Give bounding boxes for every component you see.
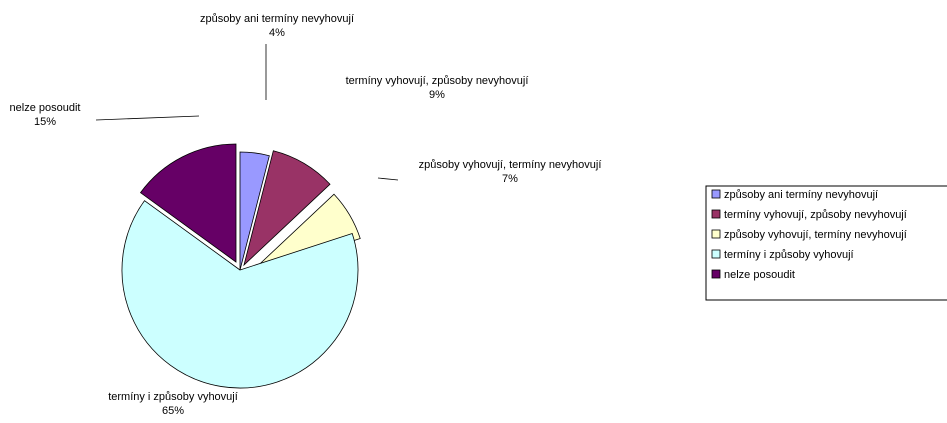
legend-frame [705, 185, 947, 301]
slice-label-1: způsoby ani termíny nevyhovují [200, 13, 354, 25]
slice-label-2: termíny vyhovují, způsoby nevyhovují [346, 75, 529, 87]
pie-slice-3 [247, 193, 361, 276]
legend-swatch-5 [711, 269, 721, 279]
slice-percent-5: 15% [34, 116, 56, 128]
slice-label-5: nelze posoudit [10, 102, 81, 114]
legend-swatch-4 [711, 249, 721, 259]
legend: způsoby ani termíny nevyhovují termíny vy… [705, 185, 947, 301]
slice-label-4: termíny i způsoby vyhovují [108, 391, 238, 403]
pie-slice-2 [243, 150, 331, 267]
legend-swatch-1 [711, 189, 721, 199]
legend-label-3: způsoby vyhovují, termíny nevyhovují [724, 229, 907, 241]
legend-swatch-2 [711, 209, 721, 219]
slice-labels: způsoby ani termíny nevyhovují 4% termíny … [10, 13, 602, 417]
slice-percent-1: 4% [269, 27, 285, 39]
leader-lines [95, 44, 399, 181]
slice-percent-3: 7% [502, 173, 518, 185]
legend-label-2: termíny vyhovují, způsoby nevyhovují [724, 209, 907, 221]
pie-slice-4 [121, 200, 359, 389]
slice-percent-4: 65% [162, 405, 184, 417]
legend-label-4: termíny i způsoby vyhovují [724, 249, 854, 261]
slice-percent-2: 9% [429, 89, 445, 101]
pie-slices [121, 143, 361, 389]
leader-line-5 [95, 115, 200, 121]
legend-label-5: nelze posoudit [724, 269, 795, 281]
legend-label-1: způsoby ani termíny nevyhovují [724, 189, 878, 201]
pie-slice-1 [239, 151, 270, 271]
slice-label-3: způsoby vyhovují, termíny nevyhovují [419, 159, 602, 171]
leader-line-3 [377, 177, 399, 181]
legend-swatch-3 [711, 229, 721, 239]
pie-slice-5 [139, 143, 237, 263]
